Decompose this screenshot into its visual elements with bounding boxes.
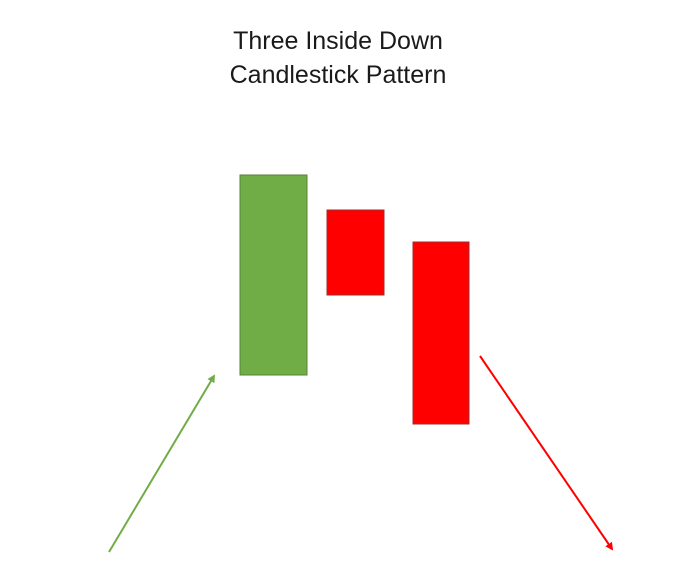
title-line-1: Three Inside Down xyxy=(233,27,443,55)
bullish-candle-1 xyxy=(239,174,308,376)
downtrend-arrow xyxy=(479,355,614,551)
bearish-candle-3 xyxy=(412,241,470,425)
bearish-candle-2 xyxy=(326,209,385,296)
title-line-2: Candlestick Pattern xyxy=(229,61,447,89)
diagram-title: Three Inside Down Candlestick Pattern xyxy=(0,24,676,92)
uptrend-arrow xyxy=(108,374,216,553)
